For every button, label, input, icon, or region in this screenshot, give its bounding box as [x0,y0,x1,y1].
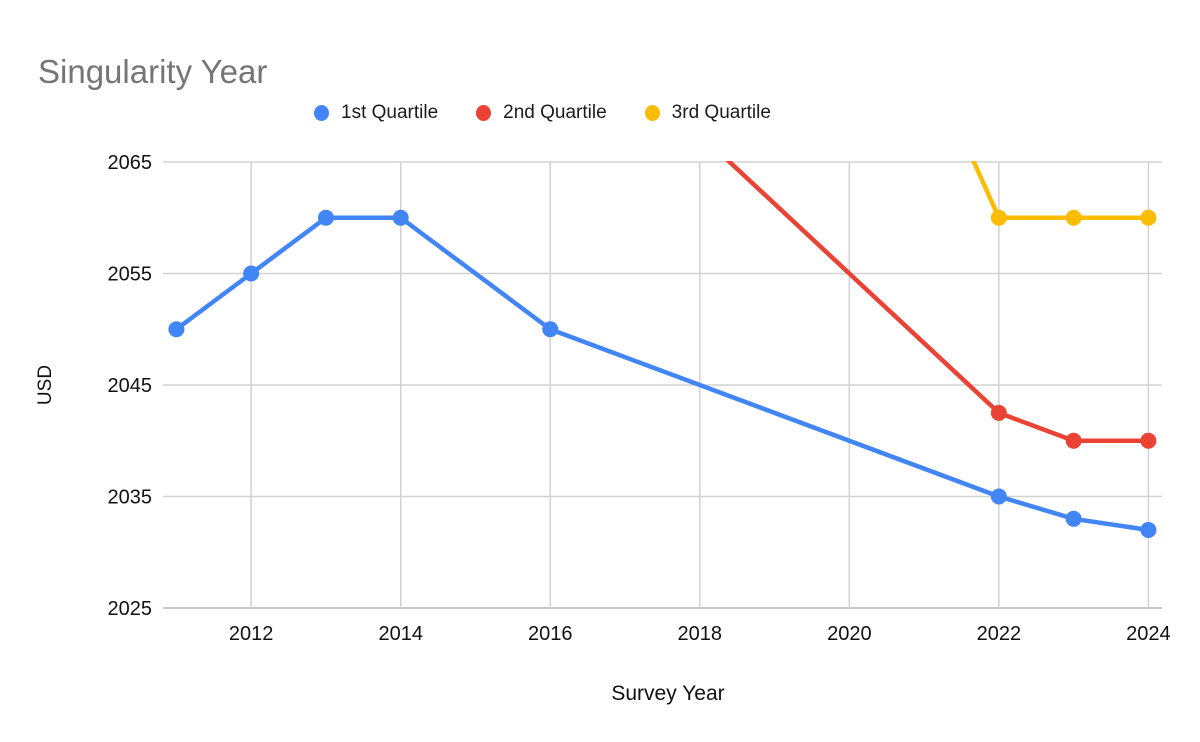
data-point-2nd-quartile-2023[interactable] [1065,432,1082,449]
series-line-1st-quartile [174,215,1151,533]
x-tick-label: 2014 [378,623,423,645]
legend-item-2nd-quartile[interactable]: 2nd Quartile [476,102,607,124]
data-point-3rd-quartile-2023[interactable] [1065,209,1082,226]
data-point-2nd-quartile-2022[interactable] [990,404,1007,421]
y-tick-label: 2035 [108,487,153,509]
data-point-1st-quartile-2022[interactable] [990,488,1007,505]
legend: 1st Quartile 2nd Quartile 3rd Quartile [314,102,771,124]
data-point-1st-quartile-2014[interactable] [392,209,409,226]
x-tick-label: 2012 [229,623,274,645]
legend-label-1st-quartile: 1st Quartile [341,102,439,123]
x-tick-label: 2024 [1126,623,1171,645]
chart-title: Singularity Year [38,53,268,91]
data-point-1st-quartile-2016[interactable] [542,321,559,338]
y-tick-label: 2065 [108,152,153,174]
data-point-1st-quartile-2013[interactable] [317,209,334,226]
x-axis-title: Survey Year [611,682,725,705]
data-point-1st-quartile-2023[interactable] [1065,510,1082,527]
legend-item-1st-quartile[interactable]: 1st Quartile [314,102,438,124]
data-point-3rd-quartile-2022[interactable] [990,209,1007,226]
data-point-3rd-quartile-2024[interactable] [1140,209,1157,226]
data-point-1st-quartile-2024[interactable] [1140,521,1157,538]
legend-item-3rd-quartile[interactable]: 3rd Quartile [644,102,771,124]
data-point-2nd-quartile-2024[interactable] [1140,432,1157,449]
x-tick-label: 2016 [528,623,573,645]
y-tick-label: 2025 [108,598,153,620]
x-tick-label: 2020 [827,623,872,645]
series-line-3rd-quartile [971,161,1151,220]
legend-label-2nd-quartile: 2nd Quartile [503,102,607,123]
data-point-1st-quartile-2012[interactable] [243,265,260,282]
legend-marker-3rd-quartile-icon [644,105,660,121]
data-point-1st-quartile-2011[interactable] [168,321,185,338]
series-line-2nd-quartile [725,161,1151,443]
legend-marker-1st-quartile-icon [314,105,329,121]
y-tick-label: 2055 [108,264,153,286]
legend-marker-2nd-quartile-icon [476,105,492,121]
legend-label-3rd-quartile: 3rd Quartile [671,102,771,123]
x-tick-label: 2018 [678,623,723,645]
x-tick-label: 2022 [977,623,1022,645]
y-tick-label: 2045 [108,375,153,397]
